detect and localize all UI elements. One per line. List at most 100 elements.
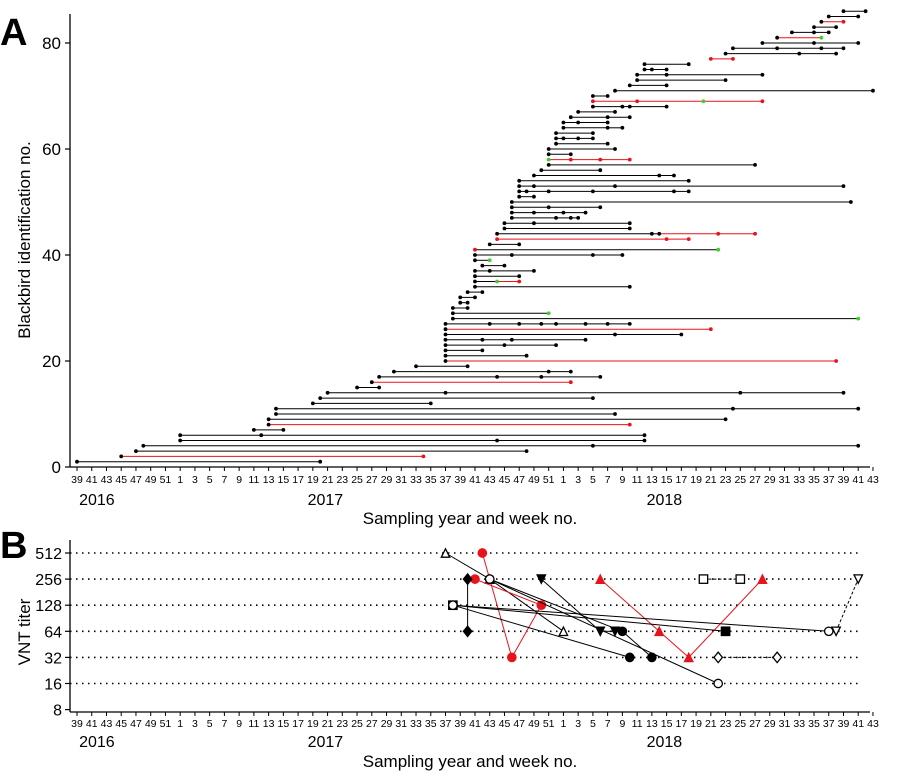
panel-a-x-tick-label: 17	[292, 474, 304, 486]
panel-b-y-tick-label: 32	[44, 650, 62, 667]
panel-a-x-tick-label: 3	[575, 474, 581, 486]
sampling-point	[664, 104, 669, 109]
bird-23	[443, 343, 558, 347]
sampling-point	[495, 438, 499, 443]
panel-b-x-tick-label: 51	[543, 718, 555, 730]
titer-marker	[440, 547, 451, 558]
panel-b-x-tick-label: 3	[192, 718, 198, 730]
sampling-point	[546, 205, 551, 210]
bird-68	[591, 104, 669, 109]
bird-66	[568, 115, 632, 120]
sampling-point	[605, 125, 610, 130]
panel-b-x-tick-label: 5	[207, 718, 213, 730]
titer-line	[474, 578, 542, 606]
bird-21	[443, 353, 529, 358]
panel-b-x-tick-label: 51	[160, 718, 172, 730]
panel-b-x-tick-label: 15	[661, 718, 673, 730]
bird-25	[443, 332, 684, 337]
panel-a-year-label: 2017	[308, 492, 344, 509]
sampling-point	[642, 67, 647, 72]
sampling-point	[649, 67, 654, 72]
titer-line	[445, 552, 490, 580]
titer-marker	[536, 574, 547, 585]
panel-a-x-tick-label: 9	[236, 474, 242, 486]
sampling-point	[414, 364, 418, 369]
sampling-point	[598, 375, 603, 379]
sampling-point	[539, 322, 544, 326]
sampling-point	[576, 110, 581, 114]
titer-marker	[448, 600, 458, 611]
panel-b-x-tick-label: 1	[177, 718, 183, 730]
panel-a-x-tick-label: 19	[307, 474, 319, 486]
titer-series-12	[448, 600, 834, 637]
panel-a-x-tick-label: 35	[808, 474, 820, 486]
sampling-point	[509, 337, 514, 342]
sampling-point	[605, 141, 610, 146]
panel-b-x-tick-label: 35	[425, 718, 437, 730]
panel-a-x-tick-label: 21	[322, 474, 334, 486]
bird-53	[517, 184, 846, 189]
panel-b-x-tick-label: 21	[705, 718, 717, 730]
panel-b-x-tick-label: 49	[528, 718, 540, 730]
panel-b-x-tick-label: 15	[278, 718, 290, 730]
panel-b-x-tick-label: 25	[734, 718, 746, 730]
panel-a-x-tick-label: 23	[720, 474, 732, 486]
bird-4	[141, 443, 861, 448]
sampling-point	[355, 385, 359, 390]
bird-62	[554, 136, 595, 141]
titer-line	[481, 552, 513, 658]
sampling-point	[178, 433, 183, 438]
sampling-point	[450, 316, 455, 321]
titer-series-1	[440, 547, 569, 637]
sampling-point	[627, 284, 632, 289]
sampling-point	[554, 343, 558, 347]
sampling-point	[561, 120, 566, 125]
sampling-point	[856, 406, 861, 411]
titer-marker	[823, 626, 834, 637]
panel-a-x-tick-label: 43	[101, 474, 113, 486]
sampling-point	[605, 115, 610, 120]
sampling-point	[502, 263, 507, 268]
sampling-point	[473, 284, 477, 289]
bird-27	[443, 322, 632, 326]
sampling-point	[495, 375, 499, 379]
titer-marker	[484, 574, 495, 584]
sampling-point	[532, 194, 536, 199]
sampling-point	[613, 88, 617, 93]
sampling-point	[509, 216, 514, 220]
bird-55	[532, 173, 676, 178]
sampling-point	[848, 200, 853, 204]
bird-3	[134, 449, 529, 453]
sampling-point	[627, 226, 632, 231]
sampling-point	[480, 337, 485, 342]
sampling-point	[642, 62, 647, 67]
panel-a-x-tick-label: 45	[115, 474, 127, 486]
titer-line	[599, 578, 660, 632]
bird-7	[251, 428, 286, 432]
titer-line	[452, 604, 726, 632]
bird-56	[539, 168, 603, 173]
titer-marker	[735, 574, 746, 584]
panel-a-x-tick-label: 27	[749, 474, 761, 486]
sampling-point	[473, 295, 477, 300]
bird-63	[554, 131, 595, 136]
sampling-point	[443, 343, 448, 347]
sampling-point	[509, 253, 514, 257]
bird-80	[760, 41, 861, 45]
sampling-point	[627, 115, 632, 120]
sampling-point	[819, 19, 824, 24]
sampling-point	[465, 364, 470, 369]
bird-48	[509, 210, 588, 215]
panel-a-x-tick-label: 41	[852, 474, 864, 486]
titer-marker	[462, 572, 473, 586]
bird-24	[443, 337, 588, 342]
sampling-point	[657, 173, 662, 178]
panel-a-x-tick-label: 37	[823, 474, 835, 486]
panel-a-x-tick-label: 33	[793, 474, 805, 486]
bird-49	[509, 205, 603, 210]
sampling-point	[605, 322, 610, 326]
sampling-point	[834, 359, 839, 363]
bird-16	[369, 380, 573, 385]
sampling-point	[377, 385, 382, 390]
